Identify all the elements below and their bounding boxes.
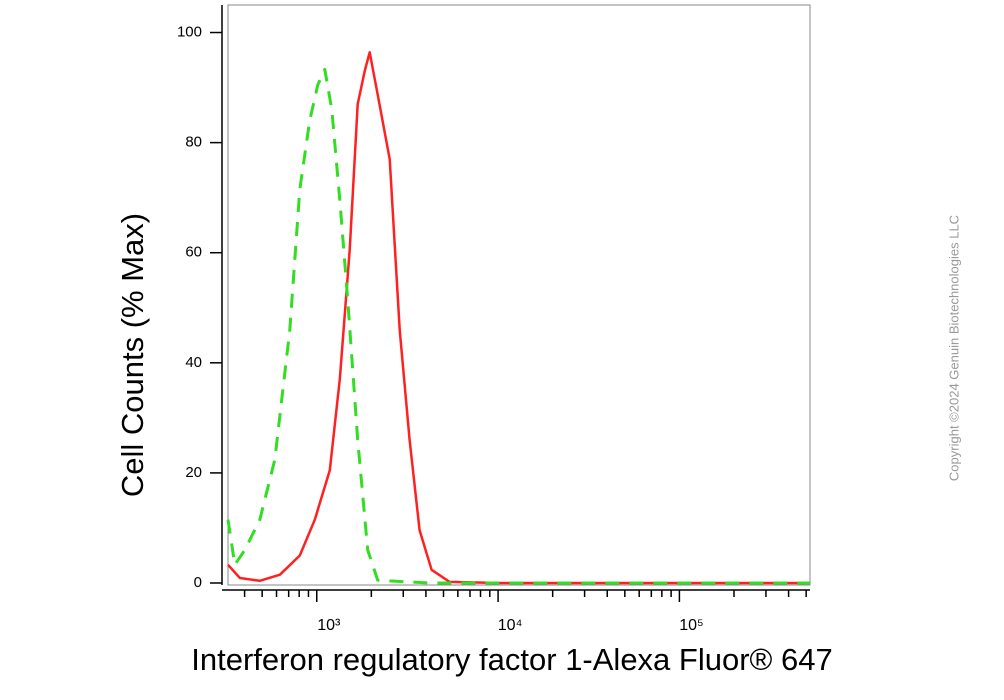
x-axis-label: Interferon regulatory factor 1-Alexa Flu… — [191, 642, 832, 677]
x-tick-label: 10³ — [317, 617, 341, 634]
y-tick-label: 100 — [177, 23, 202, 40]
y-tick-label: 20 — [185, 464, 202, 481]
y-tick-label: 40 — [185, 354, 202, 371]
x-tick-label: 10⁵ — [679, 617, 703, 634]
y-tick-label: 80 — [185, 134, 202, 151]
series-line — [226, 67, 810, 585]
y-tick-label: 0 — [194, 574, 202, 591]
series-line — [227, 51, 810, 585]
y-axis-label: Cell Counts (% Max) — [115, 213, 150, 497]
plot-frame — [227, 4, 811, 586]
y-tick-label: 60 — [185, 244, 202, 261]
x-tick-label: 10⁴ — [498, 617, 523, 634]
copyright: Copyright ©2024 Genuin Biotechnologies L… — [946, 215, 961, 481]
